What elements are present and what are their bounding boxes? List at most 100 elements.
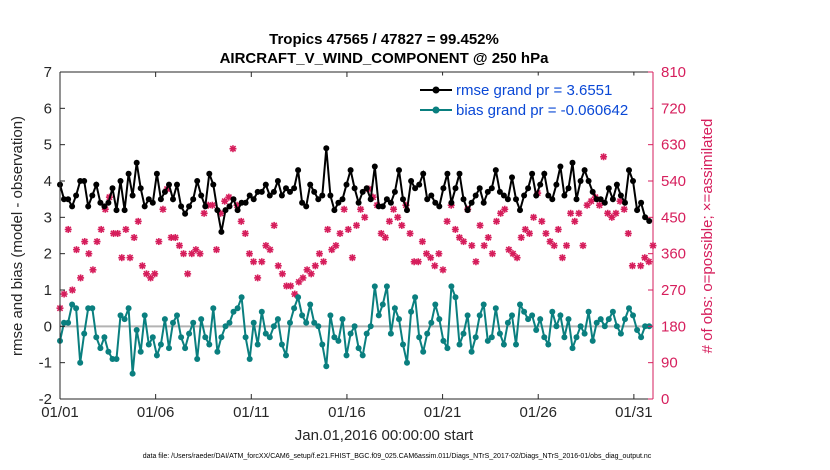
rmse-point [170, 196, 176, 203]
rmse-point [327, 192, 334, 199]
rmse-point [335, 199, 342, 206]
bias-point [190, 319, 197, 326]
bias-point [303, 319, 310, 326]
x-tick-label: 01/31 [615, 404, 653, 421]
rmse-point [513, 196, 519, 203]
bias-point [408, 308, 415, 315]
obs-assimilated-point [89, 266, 97, 274]
rmse-point [69, 203, 76, 210]
obs-assimilated-point [130, 234, 138, 242]
bias-point [69, 301, 76, 308]
bias-point [206, 341, 213, 348]
obs-assimilated-point [394, 213, 402, 221]
obs-assimilated-point [530, 213, 538, 221]
bias-point [254, 341, 261, 348]
rmse-point [299, 199, 306, 206]
chart-title-line1: Tropics 47565 / 47827 = 99.452% [269, 31, 499, 48]
bias-point [452, 294, 459, 301]
rmse-point [105, 199, 112, 206]
rmse-point [133, 159, 140, 166]
obs-assimilated-point [118, 254, 126, 262]
obs-assimilated-point [274, 262, 282, 270]
obs-assimilated-point [398, 221, 406, 229]
rmse-point [347, 167, 354, 174]
rmse-point [496, 188, 503, 195]
obs-assimilated-point [134, 217, 142, 225]
bias-point [504, 319, 511, 326]
rmse-point [412, 185, 419, 192]
bias-point [513, 341, 519, 348]
bias-point [517, 301, 523, 308]
rmse-point [258, 188, 265, 195]
rmse-point [456, 170, 463, 177]
bias-point [101, 334, 108, 341]
obs-assimilated-point [443, 217, 451, 225]
y-right-tick-label: 540 [661, 173, 686, 190]
y-tick-label: 4 [44, 173, 52, 190]
x-tick-label: 01/26 [519, 404, 557, 421]
obs-assimilated-point [114, 229, 122, 237]
bias-point [113, 356, 120, 362]
obs-assimilated-point [385, 217, 393, 225]
bias-point [375, 312, 382, 319]
obs-assimilated-point [138, 262, 146, 270]
bias-point [359, 352, 366, 359]
bias-point [424, 330, 431, 337]
bias-point [97, 345, 104, 352]
rmse-point [605, 185, 612, 192]
bias-point [81, 330, 88, 337]
obs-assimilated-point [72, 246, 80, 254]
obs-assimilated-point [616, 197, 624, 205]
bias-point [573, 334, 580, 341]
rmse-point [141, 203, 148, 210]
obs-assimilated-point [637, 262, 645, 270]
obs-assimilated-point [435, 250, 443, 258]
rmse-point [613, 181, 620, 188]
rmse-point [634, 207, 641, 214]
bias-point [230, 308, 237, 315]
obs-assimilated-point [188, 250, 196, 258]
obs-assimilated-point [542, 229, 550, 237]
obs-assimilated-point [624, 229, 632, 237]
rmse-point [553, 181, 560, 188]
bias-point [315, 323, 322, 330]
rmse-point [517, 207, 523, 214]
bias-point [295, 294, 302, 301]
rmse-point [468, 199, 475, 206]
obs-assimilated-point [554, 225, 562, 233]
obs-assimilated-point [254, 274, 262, 282]
rmse-point [472, 192, 479, 199]
obs-assimilated-point [484, 234, 492, 242]
x-tick-label: 01/06 [137, 404, 175, 421]
rmse-point [254, 188, 261, 195]
bias-point [617, 330, 624, 337]
rmse-point [226, 203, 233, 210]
bias-point [416, 334, 423, 341]
bias-point [525, 316, 532, 323]
bias-point [638, 334, 645, 341]
y-tick-label: 6 [44, 100, 52, 117]
y-right-tick-label: 450 [661, 209, 686, 226]
rmse-point [504, 196, 511, 203]
bias-point [500, 341, 507, 348]
obs-assimilated-point [361, 213, 369, 221]
x-axis-label: Jan.01,2016 00:00:00 start [295, 427, 474, 444]
rmse-point [371, 163, 378, 170]
obs-assimilated-point [620, 205, 628, 213]
obs-assimilated-point [563, 242, 571, 250]
rmse-point [97, 199, 104, 206]
rmse-point [355, 199, 362, 206]
rmse-point [601, 199, 608, 206]
bias-point [222, 323, 229, 330]
obs-assimilated-point [357, 205, 365, 213]
rmse-point [319, 192, 326, 199]
obs-assimilated-point [353, 221, 360, 229]
y-right-tick-label: 90 [661, 355, 678, 372]
rmse-point [545, 192, 552, 199]
bias-point [440, 337, 447, 344]
bias-point [291, 305, 298, 312]
rmse-point [609, 196, 616, 203]
rmse-point [291, 185, 298, 192]
obs-assimilated-point [229, 145, 237, 153]
obs-assimilated-point [320, 258, 328, 266]
